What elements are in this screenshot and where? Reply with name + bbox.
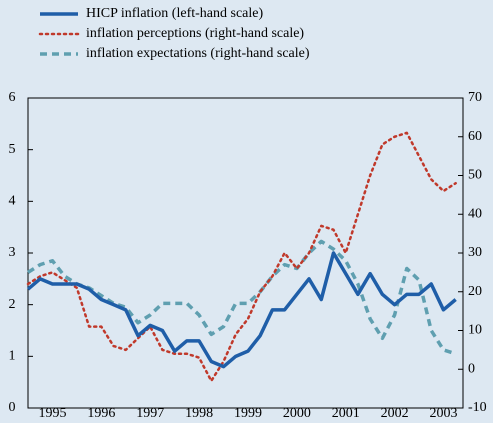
y2-tick-label: 70 [468, 90, 482, 105]
y-tick-label: 1 [9, 349, 16, 364]
series-line [27, 239, 457, 356]
y2-tick-label: 20 [468, 284, 482, 299]
y2-tick-label: 10 [468, 323, 482, 338]
x-tick-label: 2001 [332, 406, 360, 421]
x-tick-label: 2002 [381, 406, 409, 421]
y2-tick-label: 0 [468, 361, 475, 376]
y-tick-label: 0 [9, 400, 16, 415]
y2-tick-label: -10 [468, 400, 487, 415]
x-tick-label: 1999 [234, 406, 262, 421]
y2-tick-label: 40 [468, 206, 482, 221]
series-line [26, 251, 457, 369]
x-tick-label: 1996 [87, 406, 115, 421]
x-tick-label: 1995 [38, 406, 66, 421]
y2-tick-label: 50 [468, 168, 482, 183]
series-line [26, 131, 457, 383]
y-tick-label: 5 [9, 142, 16, 157]
legend-label: HICP inflation (left-hand scale) [86, 6, 263, 21]
y-tick-label: 3 [9, 245, 16, 260]
x-tick-label: 1997 [136, 406, 164, 421]
y-tick-label: 2 [9, 297, 16, 312]
x-tick-label: 2000 [283, 406, 311, 421]
y2-tick-label: 60 [468, 129, 482, 144]
x-tick-label: 1998 [185, 406, 213, 421]
x-tick-label: 2003 [429, 406, 457, 421]
legend-label: inflation expectations (right-hand scale… [86, 46, 310, 61]
y-tick-label: 6 [9, 90, 16, 105]
y-tick-label: 4 [9, 194, 16, 209]
y2-tick-label: 30 [468, 245, 482, 260]
legend-label: inflation perceptions (right-hand scale) [86, 26, 304, 41]
